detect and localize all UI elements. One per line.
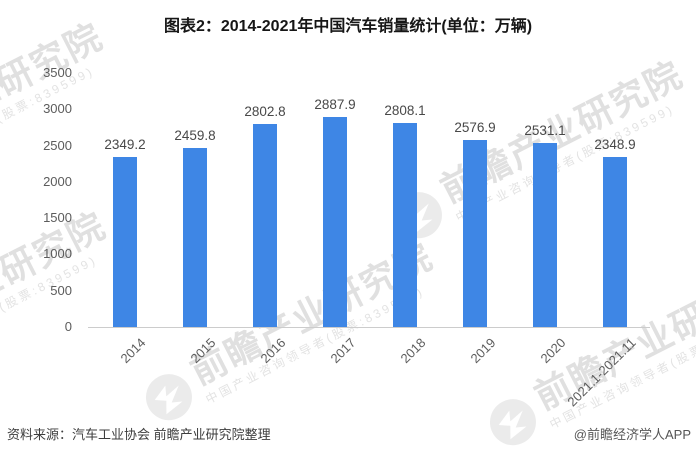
bar bbox=[393, 123, 417, 327]
y-tick-label: 2500 bbox=[43, 137, 72, 153]
x-axis-line bbox=[88, 327, 650, 328]
bar-value-label: 2802.8 bbox=[244, 103, 286, 119]
bar-value-label: 2576.9 bbox=[454, 119, 496, 135]
source-text: 资料来源：汽车工业协会 前瞻产业研究院整理 bbox=[7, 427, 271, 442]
x-tick-label: 2020 bbox=[537, 335, 569, 367]
y-tick-label: 500 bbox=[50, 282, 72, 298]
x-tick-label: 2015 bbox=[187, 335, 219, 367]
x-tick-label: 2019 bbox=[467, 335, 499, 367]
bar bbox=[603, 156, 627, 327]
y-tick-label: 3000 bbox=[43, 101, 72, 117]
bar-value-label: 2348.9 bbox=[594, 136, 636, 152]
y-tick-label: 1500 bbox=[43, 210, 72, 226]
bar bbox=[253, 123, 277, 327]
bar bbox=[183, 148, 207, 327]
bar bbox=[533, 143, 557, 327]
x-tick-label: 2021.1-2021.11 bbox=[564, 335, 639, 410]
x-tick-label: 2018 bbox=[397, 335, 429, 367]
bar bbox=[113, 156, 137, 327]
y-tick-label: 3500 bbox=[43, 65, 72, 80]
bar bbox=[323, 117, 347, 327]
bar-value-label: 2459.8 bbox=[174, 128, 216, 144]
x-tick-label: 2014 bbox=[117, 335, 149, 367]
y-tick-label: 1000 bbox=[43, 246, 72, 262]
bar-value-label: 2349.2 bbox=[104, 136, 146, 152]
bar-value-label: 2531.1 bbox=[524, 123, 566, 139]
x-tick-label: 2016 bbox=[257, 335, 289, 367]
y-tick-label: 2000 bbox=[43, 173, 72, 189]
bar-value-label: 2808.1 bbox=[384, 103, 426, 119]
bar bbox=[463, 139, 487, 327]
chart-title: 图表2：2014-2021年中国汽车销量统计(单位：万辆) bbox=[163, 18, 533, 35]
credit-text: @前瞻经济学人APP bbox=[573, 427, 691, 442]
bar-value-label: 2887.9 bbox=[314, 97, 356, 113]
x-tick-label: 2017 bbox=[327, 335, 359, 367]
y-tick-label: 0 bbox=[64, 319, 72, 334]
